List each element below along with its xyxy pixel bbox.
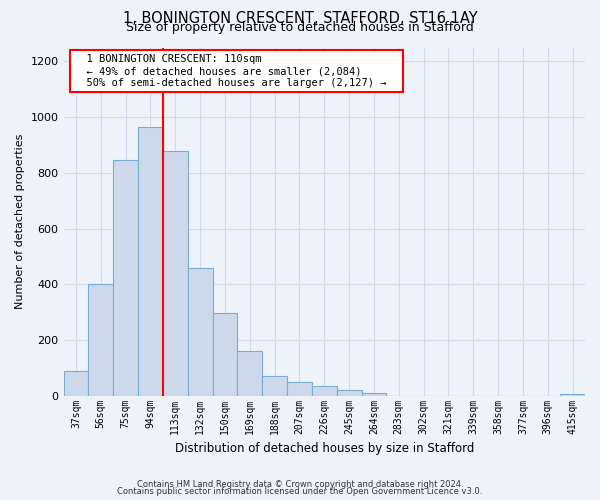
Y-axis label: Number of detached properties: Number of detached properties <box>15 134 25 310</box>
Bar <box>88 284 113 396</box>
Text: 1 BONINGTON CRESCENT: 110sqm
  ← 49% of detached houses are smaller (2,084)
  50: 1 BONINGTON CRESCENT: 110sqm ← 49% of de… <box>74 54 399 88</box>
Bar <box>163 150 188 396</box>
Bar <box>212 314 238 396</box>
Text: Contains HM Land Registry data © Crown copyright and database right 2024.: Contains HM Land Registry data © Crown c… <box>137 480 463 489</box>
Bar <box>64 370 88 396</box>
Text: Contains public sector information licensed under the Open Government Licence v3: Contains public sector information licen… <box>118 487 482 496</box>
Bar <box>560 394 585 396</box>
Bar <box>262 376 287 396</box>
Bar <box>287 382 312 396</box>
Bar <box>362 394 386 396</box>
Bar <box>312 386 337 396</box>
Bar <box>188 268 212 396</box>
X-axis label: Distribution of detached houses by size in Stafford: Distribution of detached houses by size … <box>175 442 474 455</box>
Text: 1, BONINGTON CRESCENT, STAFFORD, ST16 1AY: 1, BONINGTON CRESCENT, STAFFORD, ST16 1A… <box>122 11 478 26</box>
Bar <box>337 390 362 396</box>
Bar <box>113 160 138 396</box>
Bar <box>138 127 163 396</box>
Text: Size of property relative to detached houses in Stafford: Size of property relative to detached ho… <box>126 22 474 35</box>
Bar <box>238 351 262 396</box>
